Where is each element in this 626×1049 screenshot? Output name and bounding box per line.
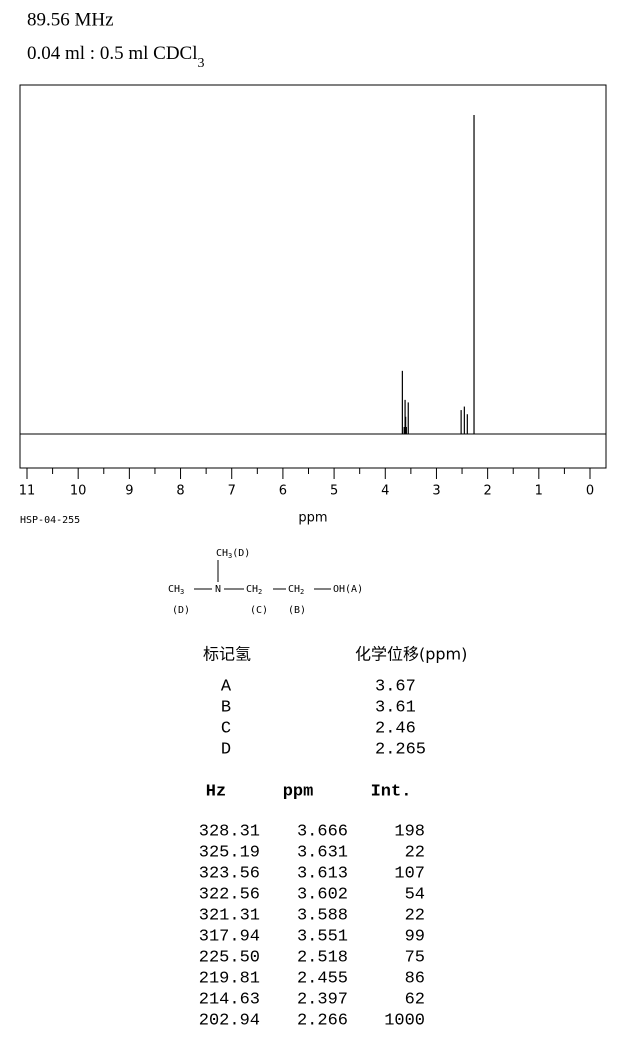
- hz-cell: 225.50: [199, 948, 260, 967]
- atom-n: N: [215, 584, 221, 595]
- table-header: Hz: [206, 782, 226, 801]
- structure: CH3(D) CH3 N CH2 CH2 OH(A) (D) (C) (B): [168, 548, 363, 616]
- atom: CH: [216, 548, 228, 559]
- peak-table: 328.31 3.666 198 325.19 3.631 22 323.56 3.613 10…: [199, 822, 425, 1030]
- table-header: ppm: [283, 782, 314, 801]
- shift-cell: 3.61: [375, 698, 416, 717]
- int-cell: 198: [394, 822, 425, 841]
- int-cell: 1000: [384, 1011, 425, 1030]
- int-cell: 62: [405, 990, 425, 1009]
- int-cell: 54: [405, 885, 425, 904]
- hz-cell: 325.19: [199, 843, 260, 862]
- x-tick-label: 5: [330, 484, 338, 499]
- x-tick-label: 6: [279, 484, 287, 499]
- atom: CH: [246, 584, 258, 595]
- ppm-cell: 3.551: [297, 927, 348, 946]
- group-top: CH3(D): [216, 548, 250, 560]
- ppm-cell: 2.397: [297, 990, 348, 1009]
- x-tick-label: 9: [125, 484, 133, 499]
- group-oh: OH(A): [333, 584, 363, 595]
- group-label: (B): [288, 605, 306, 616]
- atom: CH: [288, 584, 300, 595]
- label-cell: A: [221, 677, 232, 696]
- assignment-table: A 3.67 B 3.61 C 2.46 D 2.265: [221, 677, 426, 759]
- table-header: Int.: [371, 782, 412, 801]
- atom-sub: 3: [180, 588, 184, 596]
- x-tick-label: 4: [381, 484, 389, 499]
- hz-cell: 317.94: [199, 927, 260, 946]
- group-label: (D): [232, 548, 250, 559]
- ppm-cell: 2.518: [297, 948, 348, 967]
- hz-cell: 322.56: [199, 885, 260, 904]
- shift-cell: 3.67: [375, 677, 416, 696]
- atom: CH: [168, 584, 180, 595]
- solvent-sub: 3: [198, 56, 205, 71]
- group-label: (D): [172, 605, 190, 616]
- atom-sub: 3: [228, 552, 232, 560]
- table-header: 化学位移(ppm): [355, 645, 467, 664]
- ppm-cell: 3.588: [297, 906, 348, 925]
- x-tick-label: 2: [483, 484, 491, 499]
- int-cell: 75: [405, 948, 425, 967]
- x-axis-label: ppm: [298, 511, 327, 526]
- spectrum: 11 10 9 8 7 6 5 4 3 2 1 0: [19, 115, 594, 499]
- x-tick-label: 0: [586, 484, 594, 499]
- label-cell: C: [221, 719, 231, 738]
- label-cell: B: [221, 698, 231, 717]
- group-c: CH2: [246, 584, 262, 596]
- x-tick-label: 8: [176, 484, 184, 499]
- x-tick-label: 7: [228, 484, 236, 499]
- solvent-text: 0.04 ml : 0.5 ml CDCl: [27, 43, 198, 64]
- group-label: (C): [250, 605, 268, 616]
- ppm-cell: 3.666: [297, 822, 348, 841]
- ppm-cell: 2.455: [297, 969, 348, 988]
- group-b: CH2: [288, 584, 304, 596]
- solvent: 0.04 ml : 0.5 ml CDCl3: [27, 43, 205, 71]
- shift-cell: 2.46: [375, 719, 416, 738]
- hz-cell: 321.31: [199, 906, 260, 925]
- table-header: 标记氢: [203, 645, 251, 664]
- int-cell: 22: [405, 906, 425, 925]
- label-cell: D: [221, 740, 231, 759]
- hz-cell: 214.63: [199, 990, 260, 1009]
- x-tick-label: 1: [535, 484, 543, 499]
- atom-sub: 2: [300, 588, 304, 596]
- x-tick-label: 3: [432, 484, 440, 499]
- int-cell: 107: [394, 864, 425, 883]
- int-cell: 99: [405, 927, 425, 946]
- shift-cell: 2.265: [375, 740, 426, 759]
- group-left: CH3: [168, 584, 184, 596]
- int-cell: 22: [405, 843, 425, 862]
- ppm-cell: 2.266: [297, 1011, 348, 1030]
- ppm-cell: 3.631: [297, 843, 348, 862]
- frequency: 89.56 MHz: [27, 9, 114, 30]
- spectrum-code: HSP-04-255: [20, 515, 80, 526]
- int-cell: 86: [405, 969, 425, 988]
- hz-cell: 328.31: [199, 822, 260, 841]
- hz-cell: 202.94: [199, 1011, 260, 1030]
- hz-cell: 219.81: [199, 969, 260, 988]
- ppm-cell: 3.602: [297, 885, 348, 904]
- x-tick-label: 11: [19, 484, 36, 499]
- spectrum-frame: [19, 84, 607, 469]
- atom-sub: 2: [258, 588, 262, 596]
- hz-cell: 323.56: [199, 864, 260, 883]
- ppm-cell: 3.613: [297, 864, 348, 883]
- x-tick-label: 10: [70, 484, 87, 499]
